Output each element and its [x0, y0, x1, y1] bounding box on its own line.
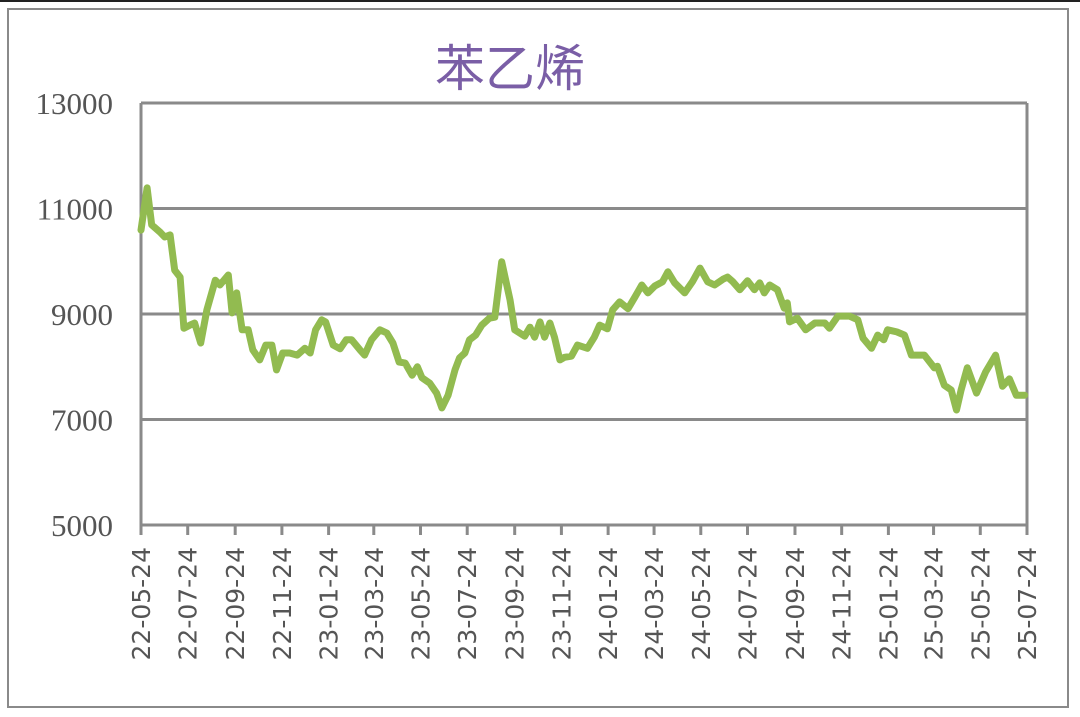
y-tick-label: 9000: [51, 297, 113, 332]
x-tick-label: 25-01-24: [874, 547, 903, 660]
x-tick-label: 24-01-24: [594, 547, 623, 660]
data-points: [140, 187, 1025, 411]
chart-title: 苯乙烯: [435, 40, 585, 98]
x-tick-label: 25-03-24: [920, 547, 949, 660]
gridlines: [139, 101, 1029, 527]
x-tick-label: 23-11-24: [547, 547, 576, 660]
top-border: [0, 0, 1080, 2]
x-tick-label: 24-09-24: [781, 547, 810, 660]
x-tick-label: 25-05-24: [966, 547, 995, 660]
y-tick-label: 13000: [36, 86, 114, 121]
x-axis-ticks: 22-05-24 22-07-24 22-09-24 22-11-24 23-01-24…: [127, 525, 1042, 660]
y-tick-label: 7000: [51, 403, 113, 438]
y-tick-label: 5000: [51, 508, 113, 543]
x-tick-label: 23-01-24: [315, 547, 344, 660]
chart-frame: [7, 8, 1069, 708]
x-tick-label: 23-03-24: [360, 547, 389, 660]
x-tick-label: 22-11-24: [268, 547, 297, 660]
x-tick-label: 23-07-24: [453, 547, 482, 660]
x-tick-label: 24-05-24: [687, 547, 716, 660]
x-tick-label: 22-05-24: [127, 547, 156, 660]
y-tick-label: 11000: [37, 192, 113, 227]
x-tick-label: 24-07-24: [733, 547, 762, 660]
x-tick-label: 25-07-24: [1013, 547, 1042, 660]
x-tick-label: 22-07-24: [174, 547, 203, 660]
x-tick-label: 23-09-24: [501, 547, 530, 660]
x-tick-label: 24-11-24: [828, 547, 857, 660]
series-line: [137, 184, 1029, 414]
x-tick-label: 24-03-24: [640, 547, 669, 660]
x-tick-label: 23-05-24: [407, 547, 436, 660]
y-axis-ticks: 13000 11000 9000 7000 5000: [36, 86, 114, 543]
x-tick-label: 22-09-24: [221, 547, 250, 660]
